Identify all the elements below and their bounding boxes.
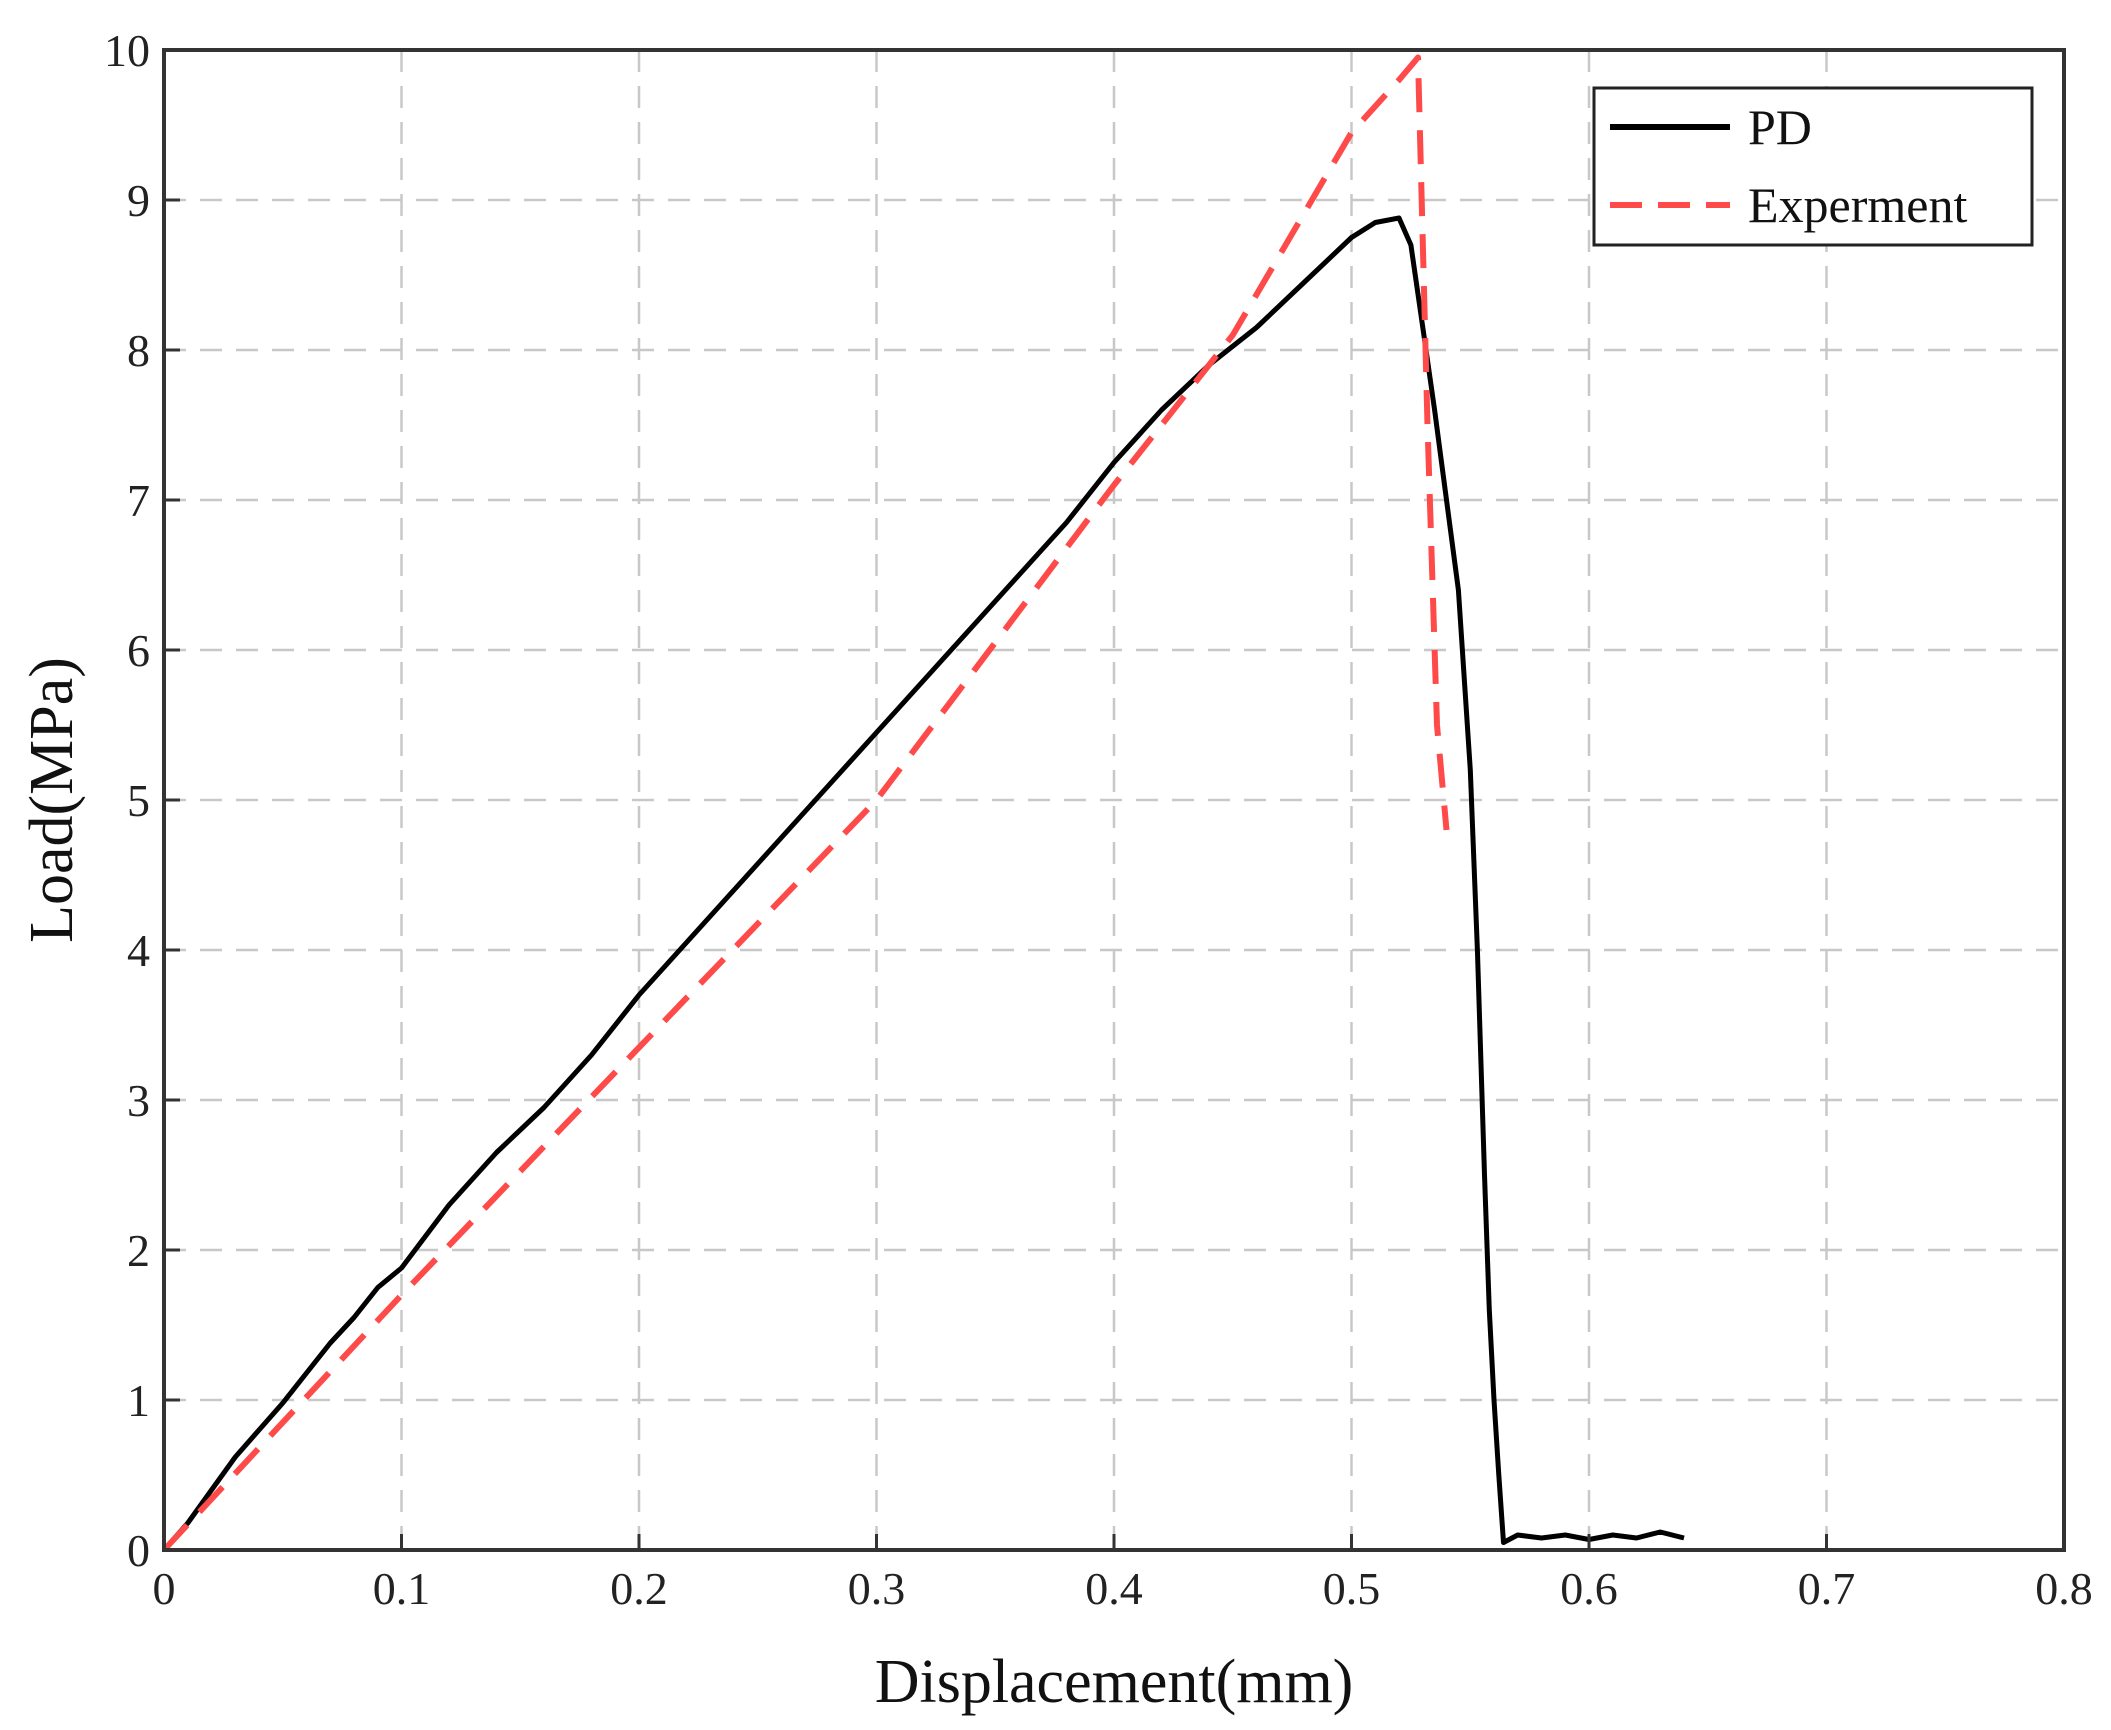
x-axis-label: Displacement(mm) bbox=[875, 1648, 1354, 1716]
x-tick-label: 0.3 bbox=[848, 1563, 906, 1614]
x-tick-label: 0.7 bbox=[1798, 1563, 1856, 1614]
y-axis-label: Load(MPa) bbox=[18, 657, 86, 943]
y-tick-label: 10 bbox=[104, 25, 150, 76]
legend-label-pd: PD bbox=[1748, 99, 1812, 155]
y-tick-label: 7 bbox=[127, 475, 150, 526]
y-tick-label: 0 bbox=[127, 1525, 150, 1576]
series-line-pd bbox=[162, 215, 1685, 1552]
y-tick-label: 5 bbox=[127, 775, 150, 826]
y-tick-label: 6 bbox=[127, 625, 150, 676]
series-layer bbox=[161, 54, 1685, 1553]
x-tick-label: 0.1 bbox=[373, 1563, 431, 1614]
y-tick-label: 9 bbox=[127, 175, 150, 226]
legend-box bbox=[1592, 86, 2034, 247]
y-tick-label: 2 bbox=[127, 1225, 150, 1276]
grid-layer bbox=[164, 50, 2064, 1550]
x-tick-label: 0.4 bbox=[1085, 1563, 1143, 1614]
y-tick-label: 4 bbox=[127, 925, 150, 976]
x-tick-label: 0 bbox=[153, 1563, 176, 1614]
x-tick-label: 0.2 bbox=[610, 1563, 668, 1614]
legend: PD Experment bbox=[1592, 86, 2034, 247]
x-tick-label: 0.8 bbox=[2035, 1563, 2093, 1614]
y-tick-label: 1 bbox=[127, 1375, 150, 1426]
x-tick-label: 0.5 bbox=[1323, 1563, 1381, 1614]
legend-label-experment: Experment bbox=[1748, 177, 1967, 233]
y-tick-label: 8 bbox=[127, 325, 150, 376]
y-tick-label: 3 bbox=[127, 1075, 150, 1126]
ticks-layer: 0 0.1 0.2 0.3 0.4 0.5 0.6 0.7 0.8 0 1 2 3 4 5 6 7 8 9 10 bbox=[104, 25, 2093, 1614]
x-tick-label: 0.6 bbox=[1560, 1563, 1618, 1614]
series-line-experment bbox=[161, 54, 1450, 1553]
